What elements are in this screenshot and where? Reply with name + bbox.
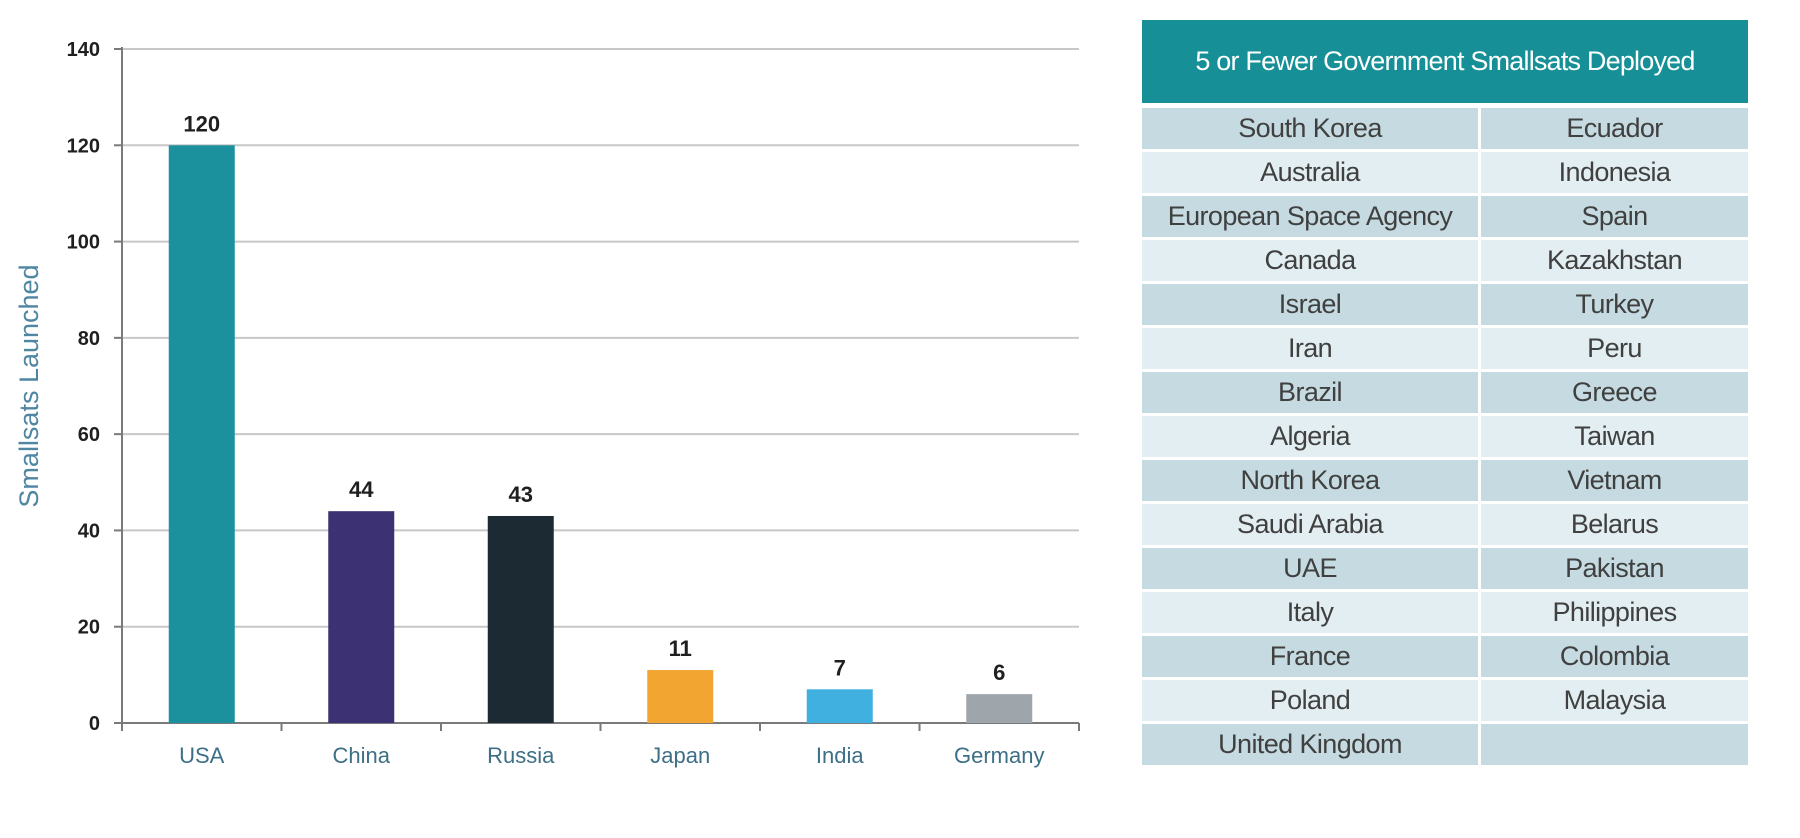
table-cell-right: Pakistan: [1481, 548, 1748, 592]
x-tick-label: Germany: [954, 743, 1044, 768]
table-cell-left: Algeria: [1142, 416, 1481, 460]
bar-japan: [647, 670, 714, 723]
axes: [114, 47, 1080, 731]
table-row: Saudi Arabia Belarus: [1142, 504, 1748, 548]
table-cell-right: Colombia: [1481, 636, 1748, 680]
y-tick-label: 120: [67, 135, 100, 157]
y-tick-label: 0: [89, 713, 100, 735]
table-cell-right: Turkey: [1481, 284, 1748, 328]
chart-svg: 0 20 40 60 80 100 120 140 120 USA 44 China 43 Russia 1…: [14, 39, 1080, 768]
bar-china: [328, 511, 395, 723]
x-tick-label: China: [333, 743, 391, 768]
table-row: United Kingdom: [1142, 724, 1748, 768]
y-tick-label: 40: [78, 520, 100, 542]
table-cell-left: United Kingdom: [1142, 724, 1481, 768]
data-label: 7: [834, 655, 846, 680]
y-tick-label: 80: [78, 328, 100, 350]
data-label: 11: [669, 636, 692, 661]
table-cell-left: France: [1142, 636, 1481, 680]
data-label: 6: [993, 660, 1005, 685]
table-cell-left: Brazil: [1142, 372, 1481, 416]
bar-usa: [168, 145, 235, 724]
y-tick-label: 20: [78, 617, 100, 639]
y-axis-label: Smallsats Launched: [14, 264, 44, 507]
bar-russia: [487, 515, 554, 723]
table-cell-right: Spain: [1481, 196, 1748, 240]
y-tick-label: 100: [67, 232, 100, 254]
table-row: Israel Turkey: [1142, 284, 1748, 328]
table-row: Iran Peru: [1142, 328, 1748, 372]
table-cell-right: Kazakhstan: [1481, 240, 1748, 284]
table-cell-right: Ecuador: [1481, 108, 1748, 152]
x-tick-label: Russia: [487, 743, 555, 768]
table-cell-left: UAE: [1142, 548, 1481, 592]
x-tick-label: Japan: [650, 743, 710, 768]
gridlines: [122, 48, 1079, 628]
bar-india: [806, 689, 873, 723]
table-row: Algeria Taiwan: [1142, 416, 1748, 460]
data-label: 43: [509, 482, 533, 507]
table-cell-right: Vietnam: [1481, 460, 1748, 504]
table-cell-right: Belarus: [1481, 504, 1748, 548]
table-row: France Colombia: [1142, 636, 1748, 680]
table-cell-left: Poland: [1142, 680, 1481, 724]
table-cell-right: Malaysia: [1481, 680, 1748, 724]
table-title: 5 or Fewer Government Smallsats Deployed: [1142, 20, 1748, 103]
table-cell-right: [1481, 724, 1748, 768]
table-row: Australia Indonesia: [1142, 152, 1748, 196]
table-cell-right: Peru: [1481, 328, 1748, 372]
table-cell-left: Italy: [1142, 592, 1481, 636]
table-cell-left: Australia: [1142, 152, 1481, 196]
table-cell-left: European Space Agency: [1142, 196, 1481, 240]
y-tick-label: 60: [78, 424, 100, 446]
table-cell-right: Greece: [1481, 372, 1748, 416]
table-row: Brazil Greece: [1142, 372, 1748, 416]
table-row: UAE Pakistan: [1142, 548, 1748, 592]
table-cell-left: Canada: [1142, 240, 1481, 284]
labels: 0 20 40 60 80 100 120 140 120 USA 44 China 43 Russia 1…: [67, 39, 1045, 768]
table-row: European Space Agency Spain: [1142, 196, 1748, 240]
bars: [168, 145, 1033, 724]
countries-table: South Korea Ecuador Australia Indonesia Euro…: [1142, 108, 1748, 768]
table-row: Italy Philippines: [1142, 592, 1748, 636]
table-cell-right: Indonesia: [1481, 152, 1748, 196]
table-cell-left: South Korea: [1142, 108, 1481, 152]
table-row: Poland Malaysia: [1142, 680, 1748, 724]
bar-germany: [966, 694, 1033, 723]
table-cell-left: Iran: [1142, 328, 1481, 372]
table-row: North Korea Vietnam: [1142, 460, 1748, 504]
x-tick-label: USA: [179, 743, 225, 768]
table-cell-right: Taiwan: [1481, 416, 1748, 460]
table-cell-right: Philippines: [1481, 592, 1748, 636]
table-row: South Korea Ecuador: [1142, 108, 1748, 152]
bar-chart: 0 20 40 60 80 100 120 140 120 USA 44 China 43 Russia 1…: [14, 39, 1080, 768]
data-label: 120: [183, 111, 220, 136]
x-tick-label: India: [816, 743, 864, 768]
data-label: 44: [349, 477, 374, 502]
table-row: Canada Kazakhstan: [1142, 240, 1748, 284]
table-cell-left: Israel: [1142, 284, 1481, 328]
y-tick-label: 140: [67, 39, 100, 61]
table-cell-left: North Korea: [1142, 460, 1481, 504]
table-cell-left: Saudi Arabia: [1142, 504, 1481, 548]
countries-table-panel: 5 or Fewer Government Smallsats Deployed…: [1142, 20, 1748, 768]
